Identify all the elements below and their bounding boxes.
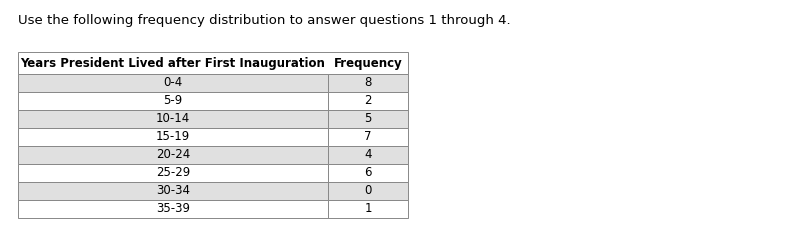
Text: 20-24: 20-24 — [156, 149, 190, 162]
Text: Frequency: Frequency — [334, 56, 402, 70]
Text: 8: 8 — [364, 77, 372, 90]
Bar — [18, 146, 328, 164]
Bar — [18, 52, 408, 74]
Text: 15-19: 15-19 — [156, 131, 190, 144]
Text: 6: 6 — [364, 167, 372, 180]
Bar — [18, 164, 328, 182]
Bar — [18, 92, 328, 110]
Text: 5-9: 5-9 — [163, 95, 182, 108]
Text: 1: 1 — [364, 203, 372, 216]
Text: 5: 5 — [364, 113, 372, 126]
Bar — [328, 200, 408, 218]
Bar — [328, 92, 408, 110]
Text: Years President Lived after First Inauguration: Years President Lived after First Inaugu… — [21, 56, 326, 70]
Text: 7: 7 — [364, 131, 372, 144]
Text: 25-29: 25-29 — [156, 167, 190, 180]
Bar — [328, 128, 408, 146]
Bar — [328, 74, 408, 92]
Text: 0-4: 0-4 — [163, 77, 182, 90]
Text: 35-39: 35-39 — [156, 203, 190, 216]
Text: 10-14: 10-14 — [156, 113, 190, 126]
Text: 2: 2 — [364, 95, 372, 108]
Bar — [18, 74, 328, 92]
Text: 0: 0 — [364, 185, 372, 198]
Text: 30-34: 30-34 — [156, 185, 190, 198]
Text: 4: 4 — [364, 149, 372, 162]
Bar — [18, 128, 328, 146]
Text: Use the following frequency distribution to answer questions 1 through 4.: Use the following frequency distribution… — [18, 14, 510, 27]
Bar — [18, 200, 328, 218]
Bar — [328, 146, 408, 164]
Bar — [328, 182, 408, 200]
Bar — [18, 110, 328, 128]
Bar — [328, 164, 408, 182]
Bar — [18, 182, 328, 200]
Bar — [328, 110, 408, 128]
